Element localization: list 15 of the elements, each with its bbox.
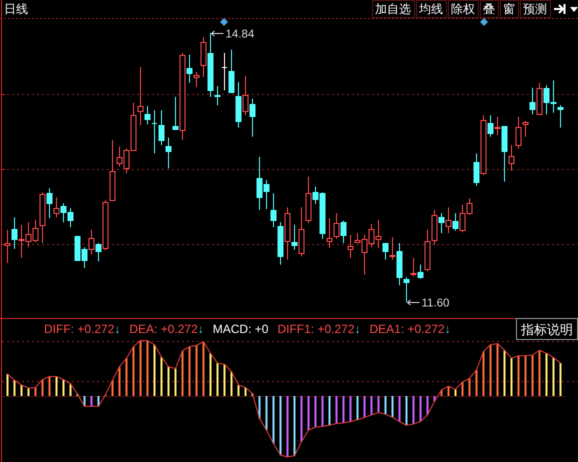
toolbar-item: 除权 <box>451 2 475 16</box>
toolbar-item: 窗 <box>503 2 515 16</box>
price-label: 14.84 <box>226 28 254 40</box>
toolbar-item: 加自选 <box>375 2 411 16</box>
price-label: 11.60 <box>422 298 450 310</box>
title: 日线 <box>4 2 28 16</box>
toolbar-item: 均线 <box>419 2 443 16</box>
toolbar-item: 预测 <box>523 2 547 16</box>
indicator-value: DEA1: +0.272↓ <box>370 322 451 336</box>
toolbar-item: 叠 <box>483 2 495 16</box>
indicator-value: DIFF: +0.272↓ <box>44 322 120 336</box>
indicator-value: MACD: +0 <box>212 322 268 336</box>
button-label: 指标说明 <box>521 322 573 337</box>
indicator-value: DIFF1: +0.272↓ <box>277 322 360 336</box>
indicator-value: DEA: +0.272↓ <box>129 322 204 336</box>
